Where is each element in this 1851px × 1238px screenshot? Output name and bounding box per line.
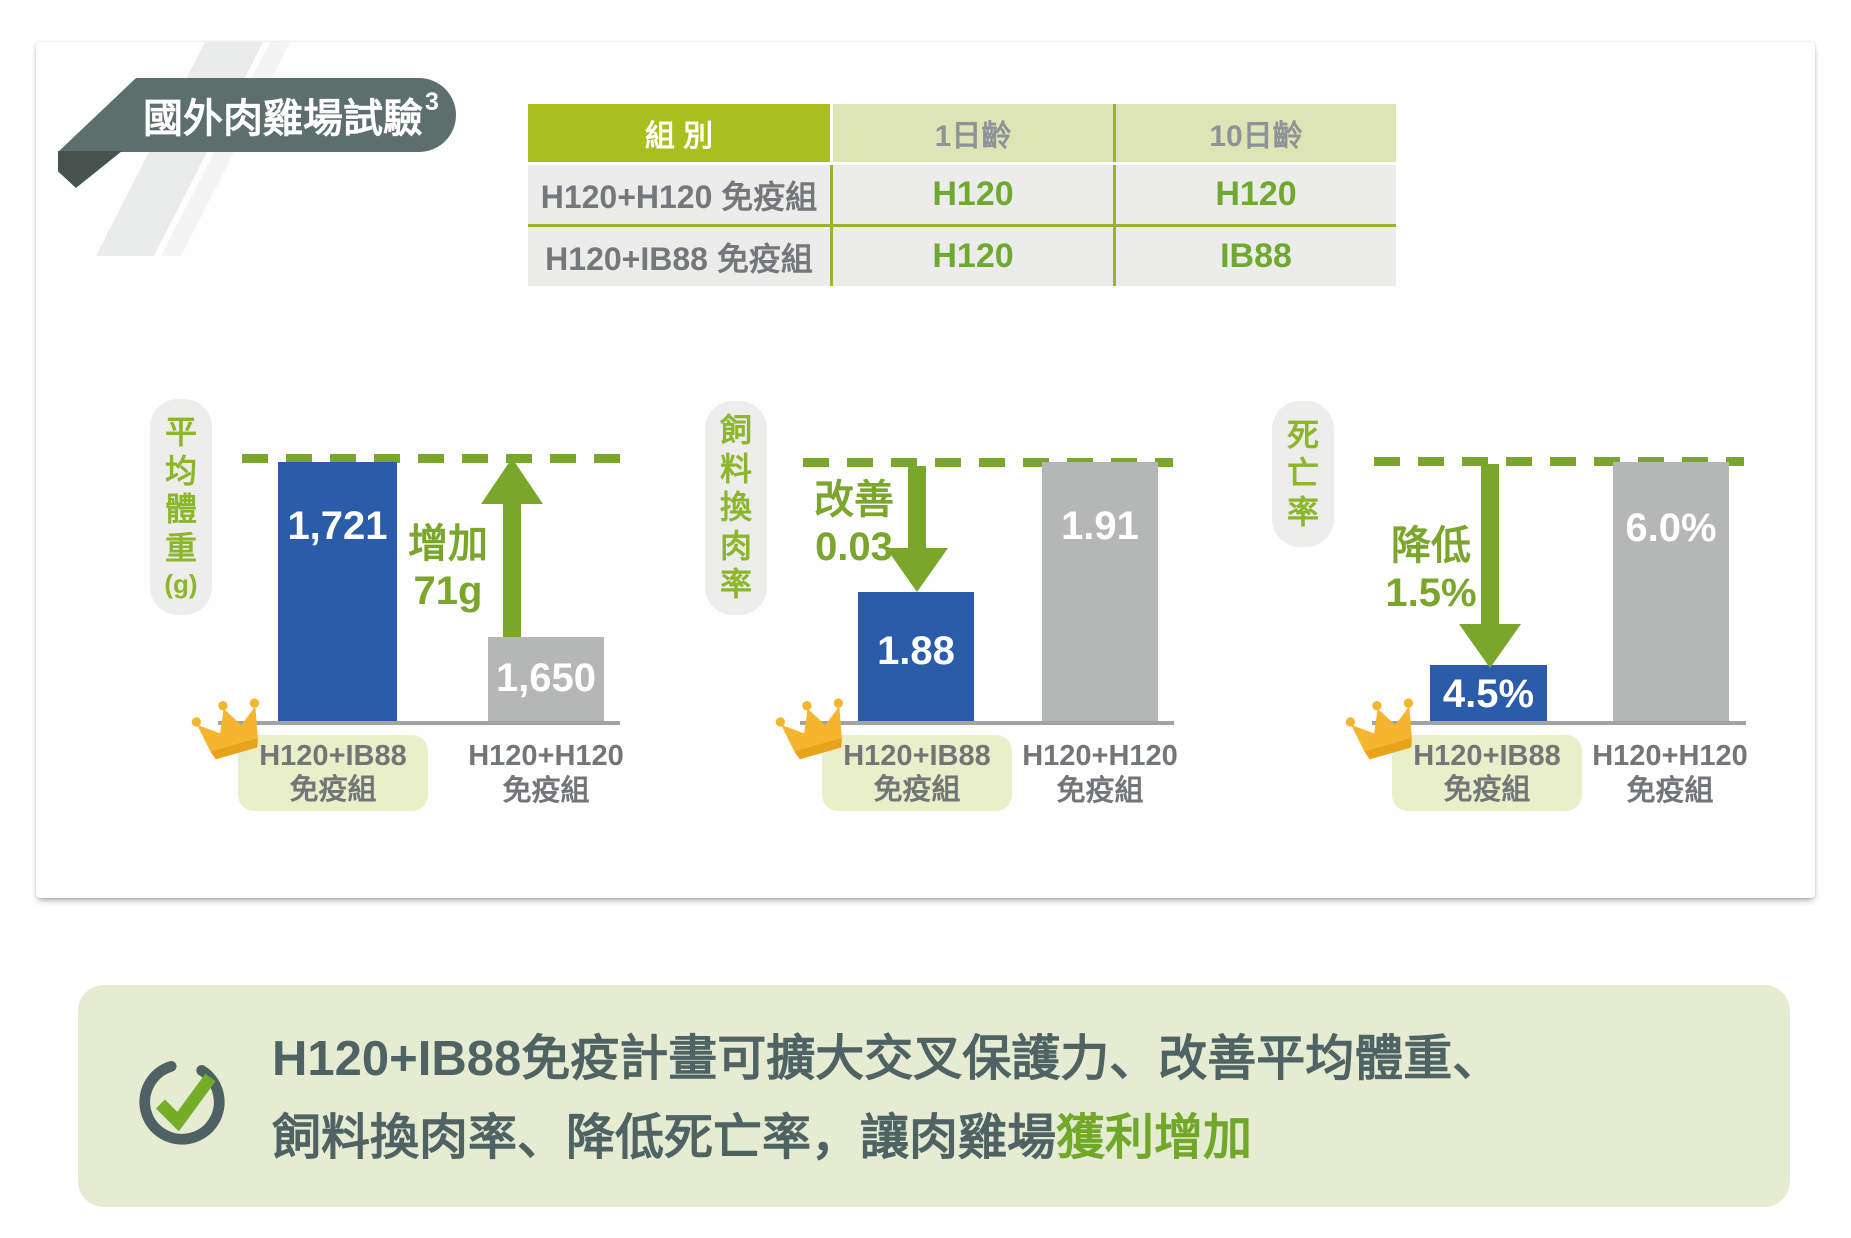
improve-annotation: 改善 0.03 <box>788 477 920 571</box>
table-cell-group: H120+H120 免疫組 <box>528 165 830 224</box>
bar-h120-h120: 1,650 <box>488 637 604 723</box>
check-circle-icon <box>139 1059 225 1145</box>
axis-label-char: 換 <box>719 489 752 526</box>
arrow-shaft <box>503 502 521 637</box>
chart-axis-label: 平均體重 (g) <box>150 399 212 615</box>
table-header-day1: 1日齡 <box>830 104 1113 162</box>
summary-line-1: H120+IB88免疫計畫可擴大交叉保護力、改善平均體重、 <box>272 1032 1502 1086</box>
category-line: H120+IB88 <box>1413 740 1561 772</box>
bar-value-label: 6.0% <box>1625 506 1717 550</box>
reference-dashed-line <box>1374 457 1744 466</box>
category-line: 免疫組 <box>1056 775 1144 807</box>
table-row: H120+IB88 免疫組 H120 IB88 <box>528 224 1396 286</box>
annotation-line: 降低 <box>1391 524 1471 568</box>
bar-h120-ib88: 1,721 <box>278 462 397 723</box>
arrow-up-icon <box>481 458 543 637</box>
x-axis-line <box>1372 721 1746 725</box>
summary-text: H120+IB88免疫計畫可擴大交叉保護力、改善平均體重、 飼料換肉率、降低死亡… <box>272 1020 1722 1178</box>
crown-icon <box>191 698 260 760</box>
reference-dashed-line <box>803 458 1173 467</box>
annotation-line: 改善 <box>814 478 894 522</box>
chart-axis-label: 死亡率 <box>1272 401 1334 547</box>
reduce-annotation: 降低 1.5% <box>1366 523 1496 617</box>
table-header-day10: 10日齡 <box>1113 104 1396 162</box>
table-cell-group: H120+IB88 免疫組 <box>528 227 830 286</box>
crown-icon <box>1345 698 1414 760</box>
gain-annotation: 增加 71g <box>390 521 506 615</box>
bar-value-label: 4.5% <box>1442 672 1535 716</box>
arrow-head <box>1459 624 1521 668</box>
category-line: 免疫組 <box>873 774 961 806</box>
table-header-row: 組 別 1日齡 10日齡 <box>528 104 1396 162</box>
bar-value-label: 1,650 <box>495 656 597 700</box>
category-line: 免疫組 <box>1443 774 1531 806</box>
annotation-line: 0.03 <box>815 525 893 569</box>
bar-value-label: 1.91 <box>1061 504 1139 548</box>
table-cell-day1: H120 <box>830 227 1113 286</box>
winner-category-label: H120+IB88 免疫組 <box>238 735 428 811</box>
annotation-line: 增加 <box>408 522 488 566</box>
table-row: H120+H120 免疫組 H120 H120 <box>528 165 1396 224</box>
axis-label-char: 死 <box>1286 416 1319 453</box>
axis-label-char: 率 <box>1286 493 1319 530</box>
table-cell-day1: H120 <box>830 165 1113 224</box>
annotation-line: 1.5% <box>1385 571 1477 615</box>
winner-category-label: H120+IB88 免疫組 <box>1392 735 1582 811</box>
vaccination-schedule-table: 組 別 1日齡 10日齡 H120+H120 免疫組 H120 H120 H12… <box>528 104 1396 286</box>
axis-label-char: 均 <box>164 452 197 489</box>
table-cell-day10: H120 <box>1113 165 1396 224</box>
axis-label-char: 飼 <box>719 412 752 449</box>
category-line: 免疫組 <box>502 775 590 807</box>
title-banner-background <box>58 78 456 152</box>
axis-label-char: 平 <box>164 414 197 451</box>
table-header-group: 組 別 <box>528 104 830 162</box>
bar-value-label: 1,721 <box>287 504 388 548</box>
category-label: H120+H120 免疫組 <box>995 739 1205 809</box>
axis-label-char: 體 <box>164 491 197 528</box>
page-title-text: 國外肉雞場試驗 <box>143 97 424 141</box>
crown-icon <box>775 698 844 760</box>
summary-line-2: 飼料換肉率、降低死亡率，讓肉雞場獲利增加 <box>272 1099 1722 1178</box>
summary-line-2-text: 飼料換肉率、降低死亡率，讓肉雞場 <box>272 1111 1057 1165</box>
chart-axis-label: 飼料換肉率 <box>705 401 767 615</box>
axis-label-char: 肉 <box>719 527 752 564</box>
arrow-down-icon <box>1459 464 1521 668</box>
axis-label-char: 重 <box>164 529 197 566</box>
axis-label-char: 率 <box>719 566 752 603</box>
category-line: H120+IB88 <box>259 740 407 772</box>
axis-label-char: 亡 <box>1286 455 1319 492</box>
bar-h120-h120: 6.0% <box>1613 462 1729 723</box>
arrow-shaft <box>908 466 926 552</box>
arrow-head <box>481 458 543 504</box>
page-title: 國外肉雞場試驗 3 <box>143 78 439 152</box>
arrow-down-icon <box>886 466 948 592</box>
x-axis-line <box>800 721 1174 725</box>
category-line: H120+H120 <box>468 740 624 772</box>
reference-dashed-line <box>242 454 620 463</box>
category-label: H120+H120 免疫組 <box>441 739 651 809</box>
annotation-line: 71g <box>413 569 483 613</box>
bar-h120-ib88: 4.5% <box>1430 665 1547 723</box>
summary-callout <box>78 985 1790 1207</box>
category-line: 免疫組 <box>289 774 377 806</box>
summary-highlight: 獲利增加 <box>1056 1111 1253 1165</box>
footnote-marker: 3 <box>425 87 439 116</box>
arrow-shaft <box>1481 464 1499 628</box>
axis-label-char: 料 <box>719 450 752 487</box>
category-line: H120+H120 <box>1022 740 1178 772</box>
x-axis-line <box>218 721 620 725</box>
category-line: H120+H120 <box>1592 740 1748 772</box>
axis-label-char: (g) <box>164 568 198 599</box>
arrow-head <box>886 548 948 592</box>
category-line: 免疫組 <box>1626 775 1714 807</box>
bar-h120-h120: 1.91 <box>1042 462 1158 723</box>
category-line: H120+IB88 <box>843 740 991 772</box>
bar-h120-ib88: 1.88 <box>858 592 974 723</box>
title-banner: 國外肉雞場試驗 3 <box>58 78 456 152</box>
table-cell-day10: IB88 <box>1113 227 1396 286</box>
winner-category-label: H120+IB88 免疫組 <box>822 735 1012 811</box>
bar-value-label: 1.88 <box>877 629 955 673</box>
category-label: H120+H120 免疫組 <box>1565 739 1775 809</box>
